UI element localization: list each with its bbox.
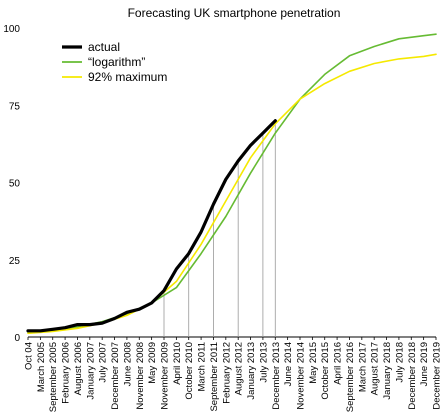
x-tick-label: August 2006 bbox=[73, 342, 84, 395]
x-tick-label: December 2013 bbox=[271, 342, 282, 410]
x-tick-label: September 2011 bbox=[209, 342, 220, 412]
x-tick-label: February 2006 bbox=[61, 342, 72, 404]
series-line-2 bbox=[27, 53, 437, 335]
x-tick-label: March 2017 bbox=[357, 342, 368, 392]
x-tick-label: January 2018 bbox=[382, 342, 393, 400]
x-tick-label: October 2015 bbox=[320, 342, 331, 400]
legend-label: 92% maximum bbox=[88, 70, 167, 84]
series-line-0 bbox=[26, 119, 277, 333]
x-tick-label: June 2014 bbox=[283, 342, 294, 386]
x-tick-label: March 2011 bbox=[197, 342, 208, 391]
y-tick-label: 100 bbox=[3, 24, 20, 35]
x-tick-label: July 2013 bbox=[258, 342, 269, 383]
chart-title: Forecasting UK smartphone penetration bbox=[128, 6, 341, 20]
x-tick-label: June 2008 bbox=[122, 342, 133, 386]
y-tick-label: 50 bbox=[9, 179, 21, 190]
y-tick-label: 75 bbox=[9, 101, 21, 112]
x-tick-label: Oct 04 bbox=[24, 342, 35, 370]
x-tick-label: August 2017 bbox=[370, 342, 381, 395]
x-tick-label: November 2014 bbox=[296, 342, 307, 410]
x-tick-label: October 2010 bbox=[184, 342, 195, 400]
legend: actual“logarithm”92% maximum bbox=[62, 40, 167, 84]
x-tick-label: January 2013 bbox=[246, 342, 257, 400]
x-tick-label: December 2019 bbox=[432, 342, 443, 410]
x-tick-label: September 2016 bbox=[345, 342, 356, 412]
x-tick-label: December 2018 bbox=[407, 342, 418, 410]
x-tick-label: July 2007 bbox=[98, 342, 109, 383]
x-tick-label: May 2015 bbox=[308, 342, 319, 384]
y-tick-label: 25 bbox=[9, 256, 21, 267]
plot-area: 0 25 50 75 100 Oct 04 March 2005 September 2005… bbox=[3, 24, 442, 412]
legend-label: actual bbox=[88, 40, 120, 54]
x-tick-label: March 2005 bbox=[36, 342, 47, 392]
legend-label: “logarithm” bbox=[88, 55, 145, 69]
x-tick-label: August 2012 bbox=[234, 342, 245, 395]
x-tick-label: April 2016 bbox=[333, 342, 344, 385]
x-tick-label: January 2007 bbox=[85, 342, 96, 400]
x-tick-label: July 2018 bbox=[394, 342, 405, 383]
x-tick-label: September 2005 bbox=[48, 342, 59, 412]
x-tick-label: June 2019 bbox=[419, 342, 430, 386]
x-tick-label: February 2012 bbox=[221, 342, 232, 404]
y-tick-label: 0 bbox=[14, 333, 20, 344]
x-tick-label: December 2007 bbox=[110, 342, 121, 410]
x-tick-label: November 2008 bbox=[135, 342, 146, 410]
x-tick-label: May 2009 bbox=[147, 342, 158, 384]
x-tick-label: November 2009 bbox=[160, 342, 171, 410]
x-tick-label: April 2010 bbox=[172, 342, 183, 385]
